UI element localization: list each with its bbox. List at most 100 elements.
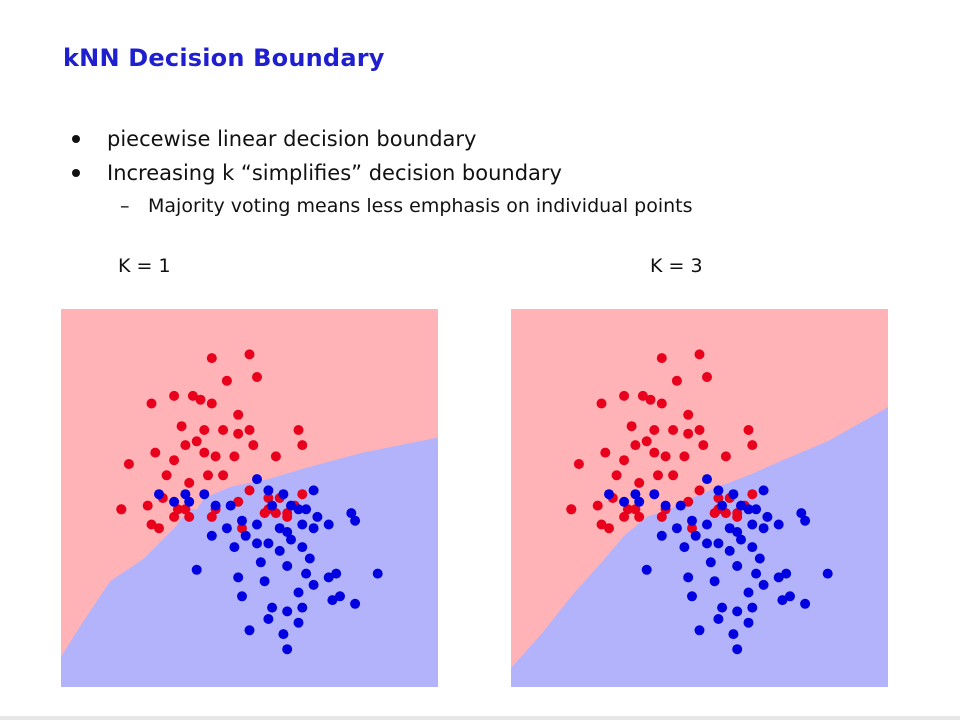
blue-point bbox=[724, 545, 735, 556]
red-point bbox=[596, 398, 607, 409]
red-point bbox=[206, 353, 217, 364]
red-point bbox=[649, 447, 660, 458]
blue-point bbox=[758, 523, 769, 534]
red-point bbox=[297, 489, 308, 500]
red-point bbox=[233, 409, 244, 420]
red-point bbox=[619, 511, 630, 522]
red-point bbox=[218, 470, 229, 481]
dash-icon: – bbox=[120, 195, 130, 217]
red-point bbox=[191, 436, 202, 447]
blue-point bbox=[781, 568, 792, 579]
blue-point bbox=[751, 504, 762, 515]
blue-point bbox=[732, 644, 743, 655]
blue-point bbox=[630, 489, 641, 500]
red-point bbox=[172, 504, 183, 515]
blue-point bbox=[297, 519, 308, 530]
red-point bbox=[195, 394, 206, 405]
red-point bbox=[161, 470, 172, 481]
red-point bbox=[732, 511, 743, 522]
blue-point bbox=[282, 606, 293, 617]
blue-point bbox=[751, 568, 762, 579]
blue-point bbox=[350, 598, 361, 609]
blue-point bbox=[206, 530, 217, 541]
blue-point bbox=[301, 568, 312, 579]
blue-point bbox=[308, 485, 319, 496]
red-point bbox=[694, 349, 705, 360]
red-point bbox=[683, 496, 694, 507]
red-point bbox=[116, 504, 127, 515]
red-point bbox=[184, 477, 195, 488]
blue-point bbox=[263, 614, 274, 624]
blue-point bbox=[297, 602, 308, 613]
red-point bbox=[634, 477, 645, 488]
red-point bbox=[237, 523, 247, 534]
red-point bbox=[180, 504, 191, 515]
knn-plot-k1 bbox=[61, 309, 438, 687]
red-point bbox=[229, 451, 240, 462]
blue-point bbox=[267, 602, 278, 613]
bullet-text: Increasing k “simplifies” decision bound… bbox=[107, 161, 562, 185]
blue-point bbox=[255, 557, 266, 568]
blue-point bbox=[713, 538, 724, 549]
blue-point bbox=[180, 489, 191, 500]
red-point bbox=[600, 447, 611, 458]
blue-point bbox=[184, 496, 195, 507]
red-point bbox=[187, 390, 198, 401]
red-point bbox=[694, 485, 705, 496]
red-point bbox=[679, 451, 690, 462]
blue-point bbox=[705, 557, 716, 568]
red-point bbox=[630, 440, 641, 451]
red-point bbox=[573, 459, 584, 469]
footer-divider bbox=[0, 716, 960, 720]
red-point bbox=[154, 523, 164, 534]
blue-point bbox=[282, 644, 293, 655]
blue-point bbox=[732, 527, 743, 537]
blue-point bbox=[671, 523, 682, 534]
red-point bbox=[233, 496, 244, 507]
red-point bbox=[146, 519, 157, 530]
blue-point bbox=[210, 500, 221, 511]
blue-point bbox=[301, 504, 312, 515]
red-point bbox=[637, 390, 648, 401]
blue-point bbox=[282, 527, 293, 537]
red-point bbox=[634, 511, 645, 522]
blue-point bbox=[743, 617, 754, 628]
blue-point bbox=[229, 542, 240, 553]
blue-point bbox=[702, 474, 712, 485]
red-point bbox=[142, 500, 153, 511]
blue-point bbox=[335, 591, 345, 602]
blue-point bbox=[747, 542, 758, 553]
blue-point bbox=[372, 568, 383, 579]
red-point bbox=[263, 493, 274, 503]
blue-point bbox=[293, 587, 304, 598]
red-point bbox=[218, 425, 229, 435]
blue-point bbox=[233, 572, 244, 583]
blue-point bbox=[304, 553, 315, 564]
blue-point bbox=[649, 489, 660, 500]
bullet-text: piecewise linear decision boundary bbox=[107, 127, 477, 151]
blue-point bbox=[728, 489, 739, 500]
slide-title: kNN Decision Boundary bbox=[63, 44, 385, 72]
blue-point bbox=[286, 500, 296, 511]
blue-region bbox=[61, 437, 438, 687]
red-point bbox=[169, 455, 180, 466]
red-point bbox=[169, 390, 180, 401]
red-point bbox=[683, 428, 694, 439]
red-point bbox=[687, 523, 697, 534]
blue-point bbox=[327, 595, 338, 606]
blue-point bbox=[237, 591, 247, 602]
red-point bbox=[645, 394, 656, 405]
blue-point bbox=[191, 564, 202, 575]
red-point bbox=[259, 508, 270, 519]
red-point bbox=[244, 349, 255, 360]
blue-point bbox=[709, 576, 720, 587]
blue-point bbox=[773, 519, 784, 530]
red-point bbox=[720, 451, 731, 462]
red-point bbox=[180, 440, 191, 451]
blue-point bbox=[724, 523, 735, 534]
blue-point bbox=[822, 568, 833, 579]
blue-point bbox=[773, 572, 784, 583]
blue-point bbox=[758, 485, 769, 496]
red-point bbox=[702, 372, 712, 382]
bullet-dot-icon bbox=[72, 169, 80, 177]
